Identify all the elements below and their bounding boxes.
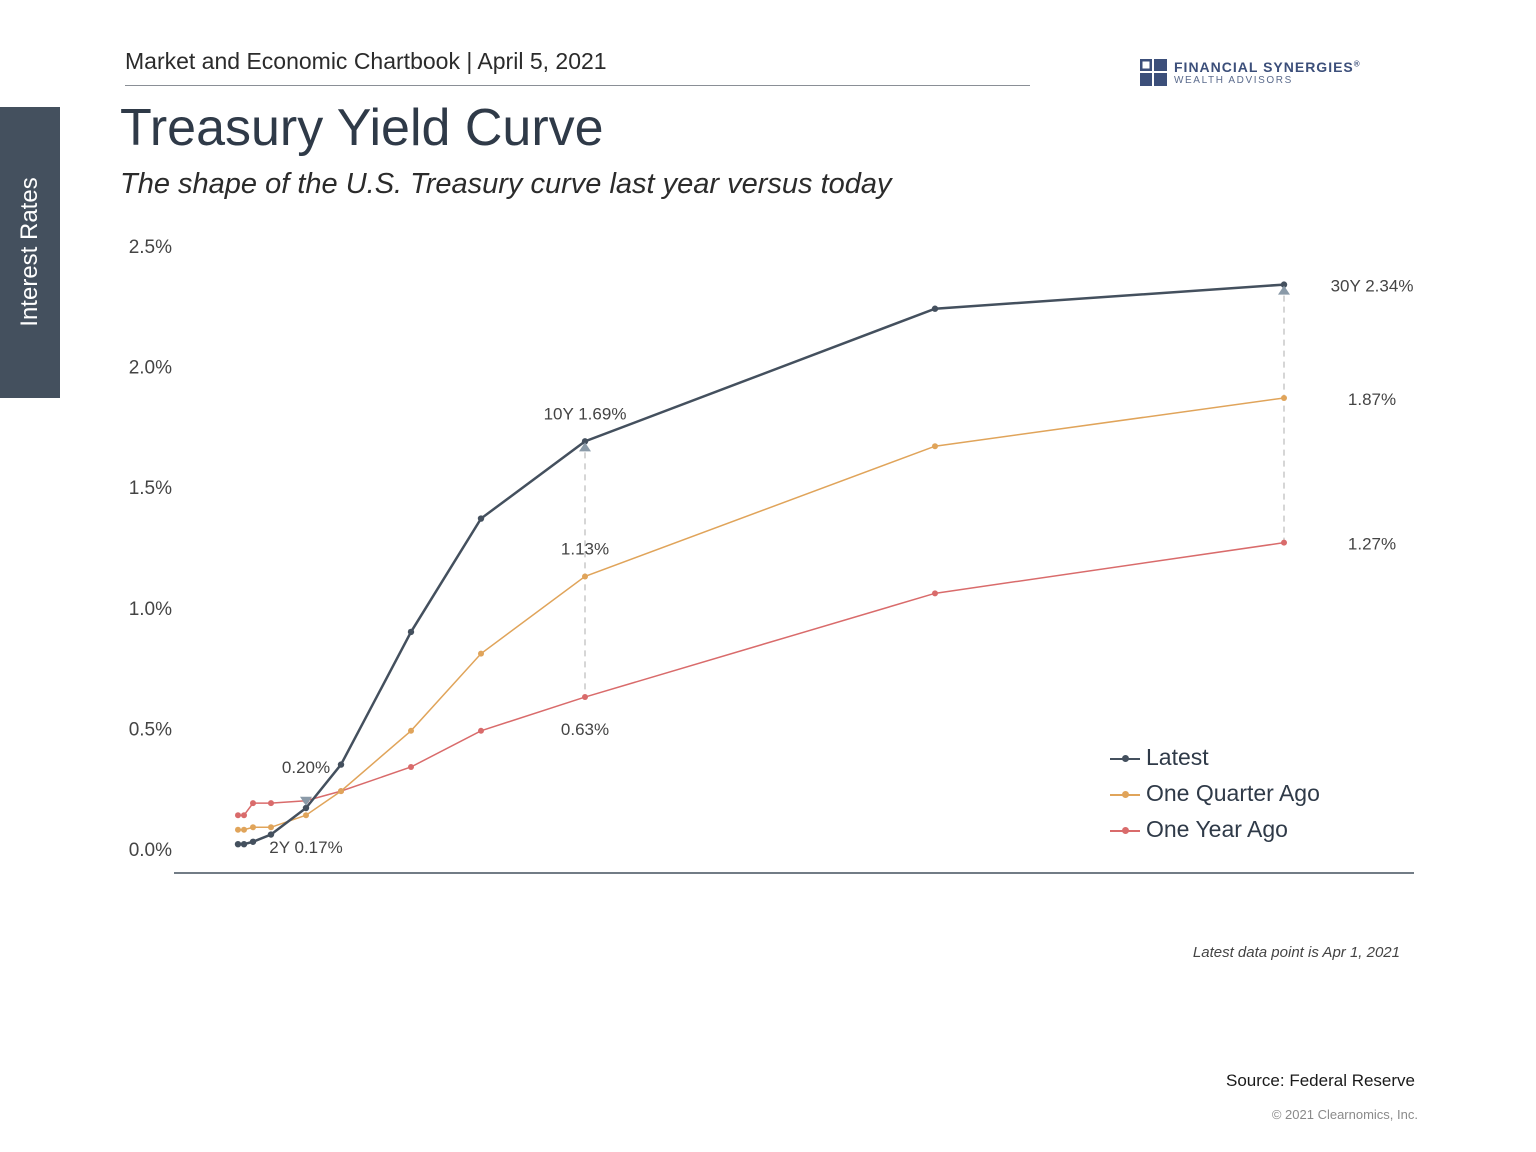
- y-tick-label: 2.0%: [129, 358, 172, 379]
- y-tick-label: 0.0%: [129, 840, 172, 861]
- y-tick-label: 2.5%: [129, 237, 172, 258]
- data-point: [1280, 281, 1288, 288]
- data-label: 0.63%: [561, 720, 609, 739]
- page-subtitle: The shape of the U.S. Treasury curve las…: [120, 168, 892, 200]
- logo-flag-icon: [1140, 59, 1167, 86]
- y-tick-label: 1.5%: [129, 478, 172, 499]
- data-point: [250, 824, 256, 831]
- logo-name: FINANCIAL SYNERGIES®: [1174, 59, 1361, 75]
- data-point: [302, 804, 310, 812]
- data-point: [235, 826, 241, 833]
- marker-2y: [300, 796, 312, 806]
- data-label: 30Y 2.34%: [1331, 277, 1414, 296]
- legend-marker: [1122, 827, 1129, 834]
- legend-label: One Year Ago: [1146, 816, 1288, 842]
- data-point: [250, 800, 256, 807]
- marker-30y: [1278, 285, 1290, 295]
- data-point: [582, 573, 588, 580]
- data-point: [267, 831, 275, 838]
- data-point: [478, 650, 484, 657]
- data-point: [407, 628, 415, 636]
- data-point: [268, 800, 274, 807]
- latest-data-note: Latest data point is Apr 1, 2021: [1192, 944, 1400, 961]
- section-tab: Interest Rates: [0, 107, 60, 398]
- logo-tagline: WEALTH ADVISORS: [1174, 75, 1293, 86]
- data-label: 1.87%: [1348, 390, 1396, 409]
- data-point: [931, 305, 939, 312]
- data-label: 2Y 0.17%: [269, 838, 342, 857]
- company-logo: FINANCIAL SYNERGIES® WEALTH ADVISORS: [1140, 59, 1390, 89]
- data-point: [408, 763, 414, 770]
- data-point: [408, 727, 414, 734]
- legend-marker: [1122, 791, 1129, 798]
- legend-label: Latest: [1146, 744, 1209, 770]
- series-line-one-quarter-ago: [238, 397, 1285, 831]
- data-point: [582, 694, 588, 701]
- data-point: [234, 840, 242, 848]
- copyright-text: © 2021 Clearnomics, Inc.: [1271, 1107, 1418, 1122]
- data-point: [1281, 539, 1287, 546]
- legend-marker: [1122, 755, 1129, 762]
- data-point: [268, 824, 274, 831]
- data-point: [249, 838, 257, 845]
- data-label: 10Y 1.69%: [544, 404, 627, 423]
- data-point: [478, 727, 484, 734]
- data-point: [932, 443, 938, 450]
- data-label: 0.20%: [282, 758, 330, 777]
- data-point: [477, 515, 485, 522]
- data-label: 1.13%: [561, 539, 609, 558]
- data-point: [241, 826, 247, 833]
- source-text: Source: Federal Reserve: [1226, 1071, 1415, 1090]
- data-point: [303, 812, 309, 819]
- data-point: [338, 788, 344, 795]
- data-point: [235, 812, 241, 819]
- data-point: [337, 761, 345, 768]
- series-line-one-year-ago: [238, 541, 1285, 816]
- marker-10y: [579, 442, 591, 452]
- chartbook-header: Market and Economic Chartbook | April 5,…: [125, 48, 607, 74]
- data-point: [1281, 394, 1287, 401]
- page-title: Treasury Yield Curve: [120, 99, 604, 157]
- data-label: 1.27%: [1348, 535, 1396, 554]
- data-point: [240, 840, 248, 848]
- y-tick-label: 0.5%: [129, 719, 172, 740]
- y-tick-label: 1.0%: [129, 599, 172, 620]
- data-point: [241, 812, 247, 819]
- header-divider: [125, 85, 1030, 86]
- data-point: [581, 438, 589, 445]
- legend-label: One Quarter Ago: [1146, 780, 1320, 806]
- data-point: [932, 590, 938, 597]
